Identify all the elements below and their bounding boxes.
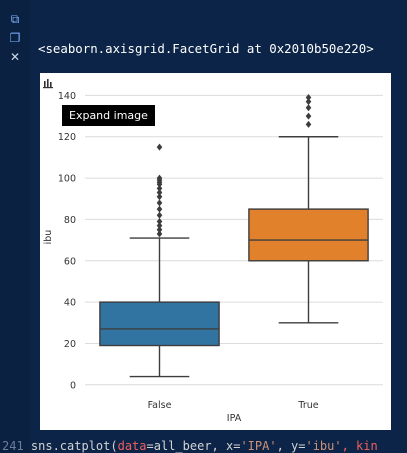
- outlier-point: [156, 230, 163, 238]
- code-y-val: 'ibu': [305, 440, 342, 453]
- code-sep: ,: [276, 440, 292, 453]
- outlier-point: [156, 226, 163, 234]
- cell-gutter: ⧉ ❐ ✕: [0, 0, 30, 453]
- bar-chart-icon[interactable]: [42, 78, 54, 89]
- y-tick-label: 120: [58, 132, 76, 143]
- cell-output-repr: <seaborn.axisgrid.FacetGrid at 0x2010b50…: [38, 41, 374, 56]
- outlier-point: [156, 199, 163, 207]
- code-data-kw: data: [117, 440, 147, 453]
- outlier-point: [305, 112, 312, 120]
- outlier-point: [156, 184, 163, 192]
- y-tick-label: 40: [64, 298, 76, 309]
- y-tick-label: 80: [64, 215, 76, 226]
- outlier-point: [156, 217, 163, 225]
- line-number: 241: [2, 440, 24, 453]
- code-line[interactable]: 241 sns.catplot(data=all_beer, x='IPA' , …: [0, 440, 407, 453]
- y-tick-label: 60: [64, 256, 76, 267]
- x-tick-label: True: [297, 400, 318, 411]
- code-kind-kw: , kin: [341, 440, 378, 453]
- code-call: sns.catplot(: [23, 440, 118, 453]
- y-tick-label: 20: [64, 339, 76, 350]
- outlier-point: [305, 98, 312, 106]
- outlier-point: [156, 143, 163, 151]
- y-tick-label: 0: [70, 380, 76, 391]
- x-axis-label: IPA: [227, 413, 242, 424]
- outlier-point: [305, 120, 312, 128]
- expand-image-tooltip: Expand image: [62, 105, 155, 126]
- code-y-kw: y=: [291, 440, 306, 453]
- outlier-point: [156, 222, 163, 230]
- x-tick-label: False: [148, 400, 172, 411]
- cell-toggle-icon[interactable]: ⧉: [10, 12, 20, 26]
- plot-output[interactable]: 0 20 40 60 80 100 120 140 False True IPA ibu Expand…: [40, 73, 391, 430]
- box-false: [99, 301, 220, 347]
- y-tick-label: 140: [58, 91, 76, 102]
- y-tick-label: 100: [58, 174, 76, 185]
- code-data-val: =all_beer,: [146, 440, 219, 453]
- outlier-point: [156, 211, 163, 219]
- outlier-point: [156, 193, 163, 201]
- outlier-point: [156, 205, 163, 213]
- box-plot: 0 20 40 60 80 100 120 140 False True IPA ibu: [43, 91, 383, 424]
- outlier-point: [156, 189, 163, 197]
- close-icon[interactable]: ✕: [9, 50, 21, 64]
- copy-icon[interactable]: ❐: [9, 31, 21, 45]
- y-axis-label: ibu: [43, 230, 54, 245]
- code-x-kw: x=: [218, 440, 241, 453]
- code-x-val: 'IPA': [240, 440, 277, 453]
- box-true: [248, 208, 369, 262]
- outlier-point: [305, 93, 312, 101]
- outlier-point: [156, 174, 163, 182]
- outlier-point: [305, 104, 312, 112]
